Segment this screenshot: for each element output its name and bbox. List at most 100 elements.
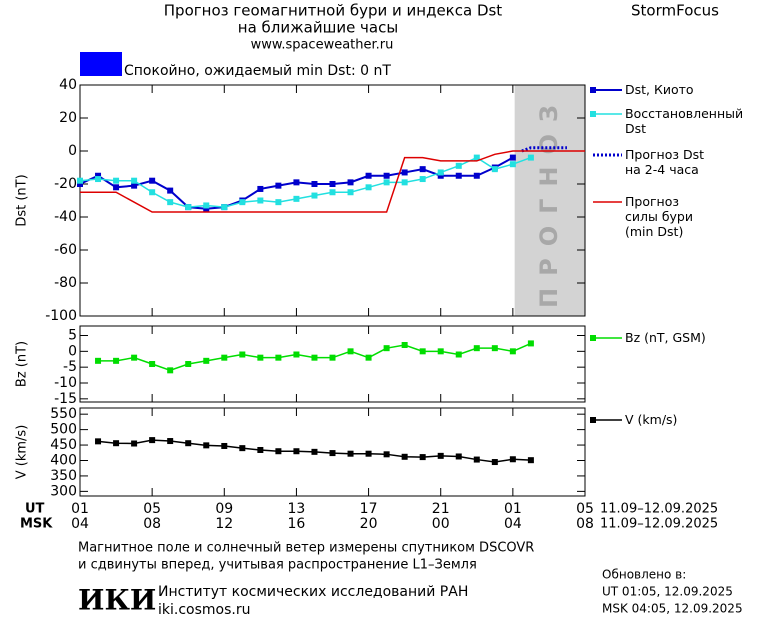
plot-frame — [79, 407, 586, 497]
point — [113, 357, 120, 364]
point — [419, 176, 426, 183]
site: iki.cosmos.ru — [158, 602, 250, 618]
point — [527, 154, 534, 161]
point — [383, 172, 390, 179]
y-tick-label: -100 — [45, 308, 77, 324]
point — [167, 187, 174, 194]
point — [257, 197, 264, 204]
y-tick-label: 400 — [50, 452, 77, 468]
x2-tick-label: 04 — [71, 516, 89, 532]
point — [293, 179, 300, 186]
point — [455, 453, 462, 460]
legend-label: V (km/s) — [625, 412, 678, 427]
point — [167, 199, 174, 206]
y-tick-label: -10 — [54, 375, 77, 391]
point — [347, 348, 354, 355]
updated: Обновлено в: — [602, 568, 686, 582]
point — [491, 459, 498, 466]
point — [275, 182, 282, 189]
point — [167, 438, 174, 445]
y-tick-label: 20 — [59, 110, 77, 126]
point — [203, 202, 210, 209]
point — [509, 161, 516, 168]
point — [293, 448, 300, 455]
y-tick-label: 350 — [50, 468, 77, 484]
x2-axis-label: MSK — [20, 517, 53, 532]
y-tick-label: 300 — [50, 483, 77, 499]
y-tick-label: -5 — [63, 359, 77, 375]
x2-tick-label: 00 — [432, 516, 450, 532]
y-axis-label: V (km/s) — [15, 425, 30, 480]
point — [347, 450, 354, 457]
point — [491, 345, 498, 352]
point — [509, 348, 516, 355]
point — [401, 169, 408, 176]
url: www.spaceweather.ru — [251, 38, 394, 53]
point — [509, 154, 516, 161]
y-tick-label: -40 — [54, 209, 77, 225]
point — [329, 450, 336, 457]
x-tick-label: 13 — [288, 501, 306, 517]
legend-marker — [590, 111, 596, 117]
point — [149, 177, 156, 184]
point — [203, 357, 210, 364]
x2-tick-label: 04 — [504, 516, 522, 532]
point — [275, 199, 282, 206]
y-tick-label: 550 — [50, 406, 77, 422]
point — [365, 450, 372, 457]
x2-tick-label: 20 — [360, 516, 378, 532]
footer-note: Магнитное поле и солнечный ветер измерен… — [78, 541, 534, 556]
point — [527, 340, 534, 347]
x-tick-label: 01 — [504, 501, 522, 517]
x2-tick-label: 16 — [288, 516, 306, 532]
title: на ближайшие часы — [238, 19, 398, 37]
point — [419, 348, 426, 355]
point — [239, 351, 246, 358]
legend-label: Dst, Киото — [625, 82, 694, 97]
logo: ИКИ — [78, 584, 156, 617]
point — [437, 452, 444, 459]
point — [491, 166, 498, 173]
plot-frame — [79, 325, 586, 403]
point — [167, 367, 174, 374]
point — [221, 442, 228, 449]
point — [383, 179, 390, 186]
point — [131, 177, 138, 184]
x-tick-label: 17 — [360, 501, 378, 517]
x2-tick-label: 12 — [215, 516, 233, 532]
point — [473, 172, 480, 179]
footer-note: и сдвинуты вперед, учитывая распростране… — [78, 558, 477, 573]
x2-range-label: 11.09–12.09.2025 — [600, 517, 718, 532]
point — [455, 172, 462, 179]
y-tick-label: 0 — [68, 343, 77, 359]
status-text: Спокойно, ожидаемый min Dst: 0 nT — [124, 63, 391, 79]
point — [437, 348, 444, 355]
point — [239, 445, 246, 452]
point — [149, 189, 156, 196]
point — [473, 456, 480, 463]
point — [419, 454, 426, 461]
legend-label: Восстановленный Dst — [625, 106, 744, 136]
title: Прогноз геомагнитной бури и индекса Dst — [164, 2, 503, 20]
point — [527, 457, 534, 464]
point — [77, 177, 83, 184]
point — [221, 354, 228, 361]
point — [473, 154, 480, 161]
y-tick-label: -80 — [54, 275, 77, 291]
point — [455, 351, 462, 358]
point — [77, 181, 83, 187]
y-tick-label: 450 — [50, 437, 77, 453]
point — [347, 179, 354, 186]
point — [329, 189, 336, 196]
point — [149, 437, 156, 444]
y-axis-label: Bz (nT) — [15, 341, 30, 387]
legend-marker — [590, 87, 596, 93]
point — [113, 184, 120, 191]
x-tick-label: 01 — [71, 501, 89, 517]
point — [221, 204, 228, 211]
point — [311, 448, 318, 455]
series-line — [80, 150, 585, 213]
point — [113, 440, 120, 447]
point — [131, 440, 138, 447]
